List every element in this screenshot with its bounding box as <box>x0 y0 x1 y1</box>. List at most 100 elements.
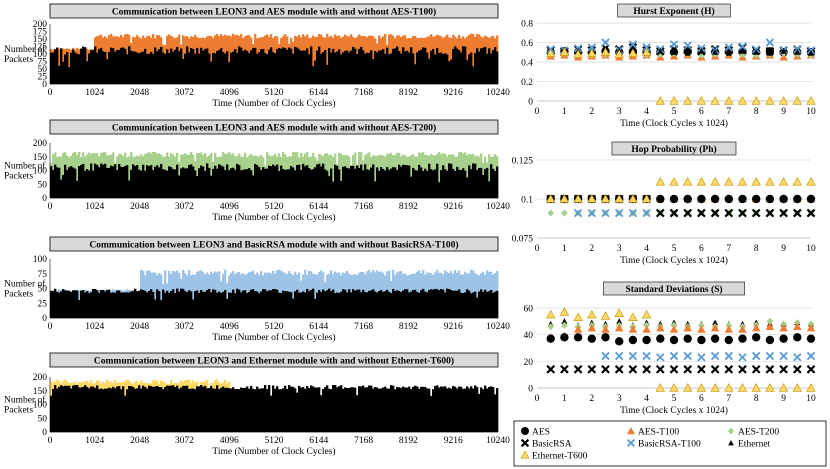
bar <box>322 52 325 84</box>
bar <box>138 290 141 318</box>
bar <box>464 46 467 84</box>
x-tick-label: 5120 <box>265 202 284 212</box>
bar <box>96 52 99 84</box>
marker-triangle <box>683 323 692 332</box>
bar <box>368 170 371 198</box>
marker-triangle-outline <box>641 309 652 319</box>
bar <box>360 386 363 432</box>
bar <box>206 163 209 198</box>
marker-x <box>628 43 638 52</box>
bar <box>224 290 227 318</box>
bar <box>176 164 179 198</box>
bar <box>310 46 313 84</box>
bar <box>178 388 181 432</box>
bar <box>328 48 331 84</box>
series-ethernet-t600 <box>545 307 816 392</box>
bar <box>248 53 251 84</box>
bar <box>264 168 267 198</box>
bar <box>434 54 437 84</box>
bar <box>438 151 441 198</box>
marker-x <box>655 208 665 218</box>
chart-title-box <box>49 352 499 368</box>
bar <box>446 54 449 84</box>
traffic-chart-4: Communication between LEON3 and Ethernet… <box>4 352 510 457</box>
marker-x <box>601 364 610 374</box>
bar <box>240 170 243 198</box>
bar <box>490 386 493 432</box>
x-tick-label: 7168 <box>354 202 373 212</box>
y-tick-label: 20 <box>524 358 534 368</box>
bar <box>428 58 431 84</box>
bar <box>414 169 417 198</box>
y-tick-label: 40 <box>524 331 534 341</box>
bar <box>64 290 67 318</box>
bar <box>198 53 201 84</box>
bar <box>164 292 167 318</box>
bar <box>378 170 381 198</box>
bar <box>148 53 151 84</box>
x-tick-label: 9216 <box>444 436 463 446</box>
x-tick-label: 1 <box>562 107 567 117</box>
legend-item-aes: AES <box>521 427 550 438</box>
bar <box>132 164 135 198</box>
bar <box>202 386 205 432</box>
bar <box>442 54 445 84</box>
bar <box>78 387 81 432</box>
marker-circle <box>765 194 775 204</box>
bar <box>128 180 131 198</box>
bar <box>408 292 411 318</box>
bar <box>86 386 89 432</box>
marker-triangle-outline <box>696 177 707 186</box>
bar <box>96 290 99 318</box>
x-tick-label: 6144 <box>309 202 328 212</box>
bar <box>390 293 393 318</box>
bar <box>350 292 353 318</box>
marker-x <box>669 208 679 218</box>
bar <box>332 289 335 318</box>
bar <box>54 49 57 84</box>
bar <box>264 385 267 432</box>
x-tick-label: 4 <box>644 394 649 404</box>
marker-x <box>669 351 679 361</box>
bar <box>160 387 163 432</box>
bar <box>162 52 165 84</box>
bar <box>158 386 161 432</box>
bar <box>148 166 151 198</box>
bar <box>234 293 237 318</box>
bar <box>470 169 473 198</box>
bar <box>304 388 307 432</box>
bar <box>186 168 189 198</box>
marker-triangle-outline <box>545 194 556 203</box>
bar <box>136 165 139 198</box>
bar <box>344 387 347 432</box>
bar <box>232 289 235 318</box>
x-tick-label: 0 <box>48 322 53 332</box>
bar <box>158 49 161 84</box>
bar <box>472 33 475 84</box>
bar <box>420 49 423 84</box>
marker-triangle <box>587 323 596 332</box>
bar <box>238 289 241 318</box>
y-tick-label: 150 <box>33 387 48 397</box>
bar <box>220 387 223 432</box>
marker-triangle-outline <box>724 177 734 186</box>
bar <box>448 37 451 84</box>
legend-label: AES-T100 <box>638 428 679 438</box>
bar <box>298 385 301 432</box>
marker-triangle-outline <box>669 96 679 105</box>
bar <box>464 292 467 318</box>
bar <box>372 164 375 198</box>
y-tick-label: 0.8 <box>521 20 533 30</box>
bar <box>140 388 143 432</box>
bar <box>118 164 121 198</box>
bar <box>278 292 281 318</box>
chart-title: Communication between LEON3 and AES modu… <box>112 7 436 18</box>
bar <box>214 289 217 318</box>
marker-x <box>642 351 651 361</box>
bar <box>154 47 157 84</box>
bar <box>430 289 433 318</box>
bar <box>362 170 365 198</box>
bar <box>168 52 171 84</box>
bar <box>336 292 339 318</box>
bar <box>430 395 433 432</box>
